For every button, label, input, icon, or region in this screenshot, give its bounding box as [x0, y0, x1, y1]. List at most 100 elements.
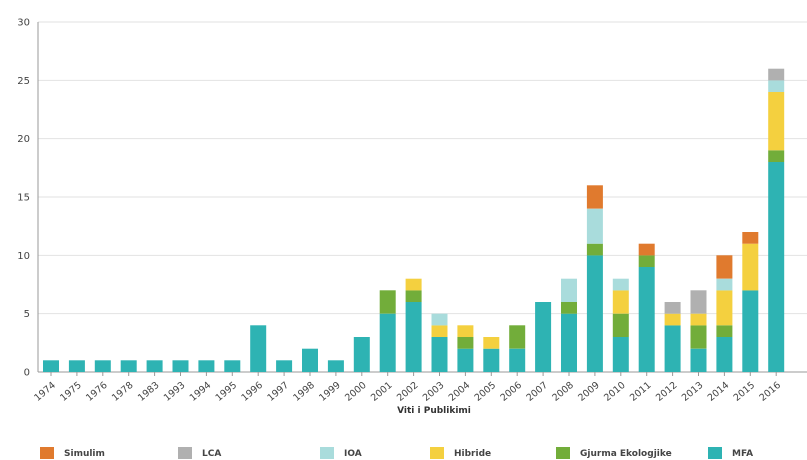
bar-segment: [586, 185, 603, 209]
bar-segment: [224, 360, 241, 372]
bar-segment: [716, 255, 733, 279]
bar-segment: [768, 68, 785, 81]
x-axis-label: Viti i Publikimi: [397, 406, 471, 416]
bar-segment: [664, 313, 681, 326]
legend-swatch: [556, 447, 570, 459]
bar-segment: [379, 313, 396, 372]
legend-label: MFA: [732, 449, 753, 459]
bar-segment: [768, 92, 785, 151]
bar-segment: [742, 232, 759, 244]
x-tick-label: 2007: [524, 380, 550, 404]
bar-segment: [690, 290, 707, 314]
x-tick-label: 1998: [291, 380, 317, 404]
bar-segment: [690, 325, 707, 349]
bar-segment: [768, 162, 785, 372]
y-tick-label: 25: [17, 76, 30, 87]
legend-label: IOA: [344, 449, 362, 459]
x-tick-label: 2001: [369, 380, 395, 404]
x-tick-label: 2002: [395, 380, 421, 404]
bar-segment: [198, 360, 215, 372]
legend-item: IOA: [320, 447, 362, 459]
bar-segment: [120, 360, 137, 372]
bar-segment: [327, 360, 344, 372]
x-tick-label: 1994: [188, 380, 214, 404]
bar-segment: [405, 278, 422, 291]
x-tick-label: 2006: [499, 380, 525, 404]
x-tick-label: 2000: [343, 380, 369, 404]
bar-segment: [612, 313, 629, 337]
x-tick-label: 2005: [473, 380, 499, 404]
y-tick-label: 30: [17, 18, 30, 29]
bar-segment: [509, 325, 526, 349]
x-axis: 1974 1975 1976 1978 1983 1993 1994 1995 1996 1997…: [32, 372, 783, 404]
bar-segment: [535, 302, 552, 372]
bar-segment: [431, 337, 448, 372]
legend-label: Hibride: [454, 449, 491, 459]
bar-segment: [716, 325, 733, 337]
bar-segment: [457, 337, 474, 349]
bar-segment: [509, 348, 526, 372]
legend-label: LCA: [202, 449, 221, 459]
x-tick-label: 2016: [758, 380, 784, 404]
bar-segment: [457, 348, 474, 372]
bars: [43, 68, 785, 372]
bar-segment: [561, 313, 577, 372]
x-tick-label: 2012: [654, 380, 680, 404]
y-axis: 0 5 10 15 20 25 30: [17, 18, 39, 379]
legend-label: Simulim: [64, 449, 105, 459]
bar-segment: [638, 255, 655, 267]
y-tick-label: 20: [17, 134, 30, 145]
legend: Simulim LCA IOA Hibride Gjurma Ekologjike MFA: [40, 447, 753, 459]
y-tick-label: 10: [17, 251, 30, 262]
legend-item: MFA: [708, 447, 753, 459]
legend-item: LCA: [178, 447, 221, 459]
bar-segment: [664, 302, 681, 314]
bar-segment: [664, 325, 681, 372]
legend-swatch: [320, 447, 334, 459]
bar-segment: [742, 243, 759, 291]
legend-swatch: [430, 447, 444, 459]
bar-segment: [405, 302, 422, 372]
x-tick-label: 1995: [214, 380, 240, 404]
bar-segment: [379, 290, 396, 314]
x-tick-label: 1976: [84, 380, 110, 404]
x-tick-label: 2014: [706, 380, 732, 404]
bar-segment: [43, 360, 59, 372]
bar-segment: [612, 337, 629, 372]
bar-segment: [457, 325, 474, 337]
x-tick-label: 1996: [240, 380, 266, 404]
bar-segment: [483, 337, 500, 349]
x-tick-label: 1999: [317, 380, 343, 404]
legend-item: Simulim: [40, 447, 105, 459]
bar-segment: [483, 348, 500, 372]
x-tick-label: 2009: [576, 380, 602, 404]
bar-segment: [612, 278, 629, 291]
x-tick-label: 1983: [136, 380, 162, 404]
x-tick-label: 1975: [58, 380, 84, 404]
x-tick-label: 1997: [265, 380, 291, 404]
bar-segment: [405, 290, 422, 302]
bar-segment: [586, 208, 603, 244]
x-tick-label: 1993: [162, 380, 188, 404]
bar-segment: [690, 313, 707, 326]
bar-segment: [742, 290, 759, 372]
bar-segment: [768, 150, 785, 162]
bar-segment: [94, 360, 111, 372]
bar-segment: [586, 243, 603, 256]
legend-item: Gjurma Ekologjike: [556, 447, 672, 459]
bar-segment: [353, 337, 370, 372]
bar-segment: [172, 360, 189, 372]
y-tick-label: 5: [24, 309, 30, 320]
x-tick-label: 2003: [421, 380, 447, 404]
legend-swatch: [178, 447, 192, 459]
x-tick-label: 2015: [732, 380, 758, 404]
x-tick-label: 2013: [680, 380, 706, 404]
bar-segment: [768, 80, 785, 92]
bar-segment: [561, 278, 577, 302]
bar-segment: [431, 325, 448, 337]
bar-segment: [431, 313, 448, 326]
legend-label: Gjurma Ekologjike: [580, 449, 672, 459]
y-tick-label: 15: [17, 193, 30, 204]
bar-segment: [586, 255, 603, 372]
x-tick-label: 1974: [32, 380, 58, 404]
